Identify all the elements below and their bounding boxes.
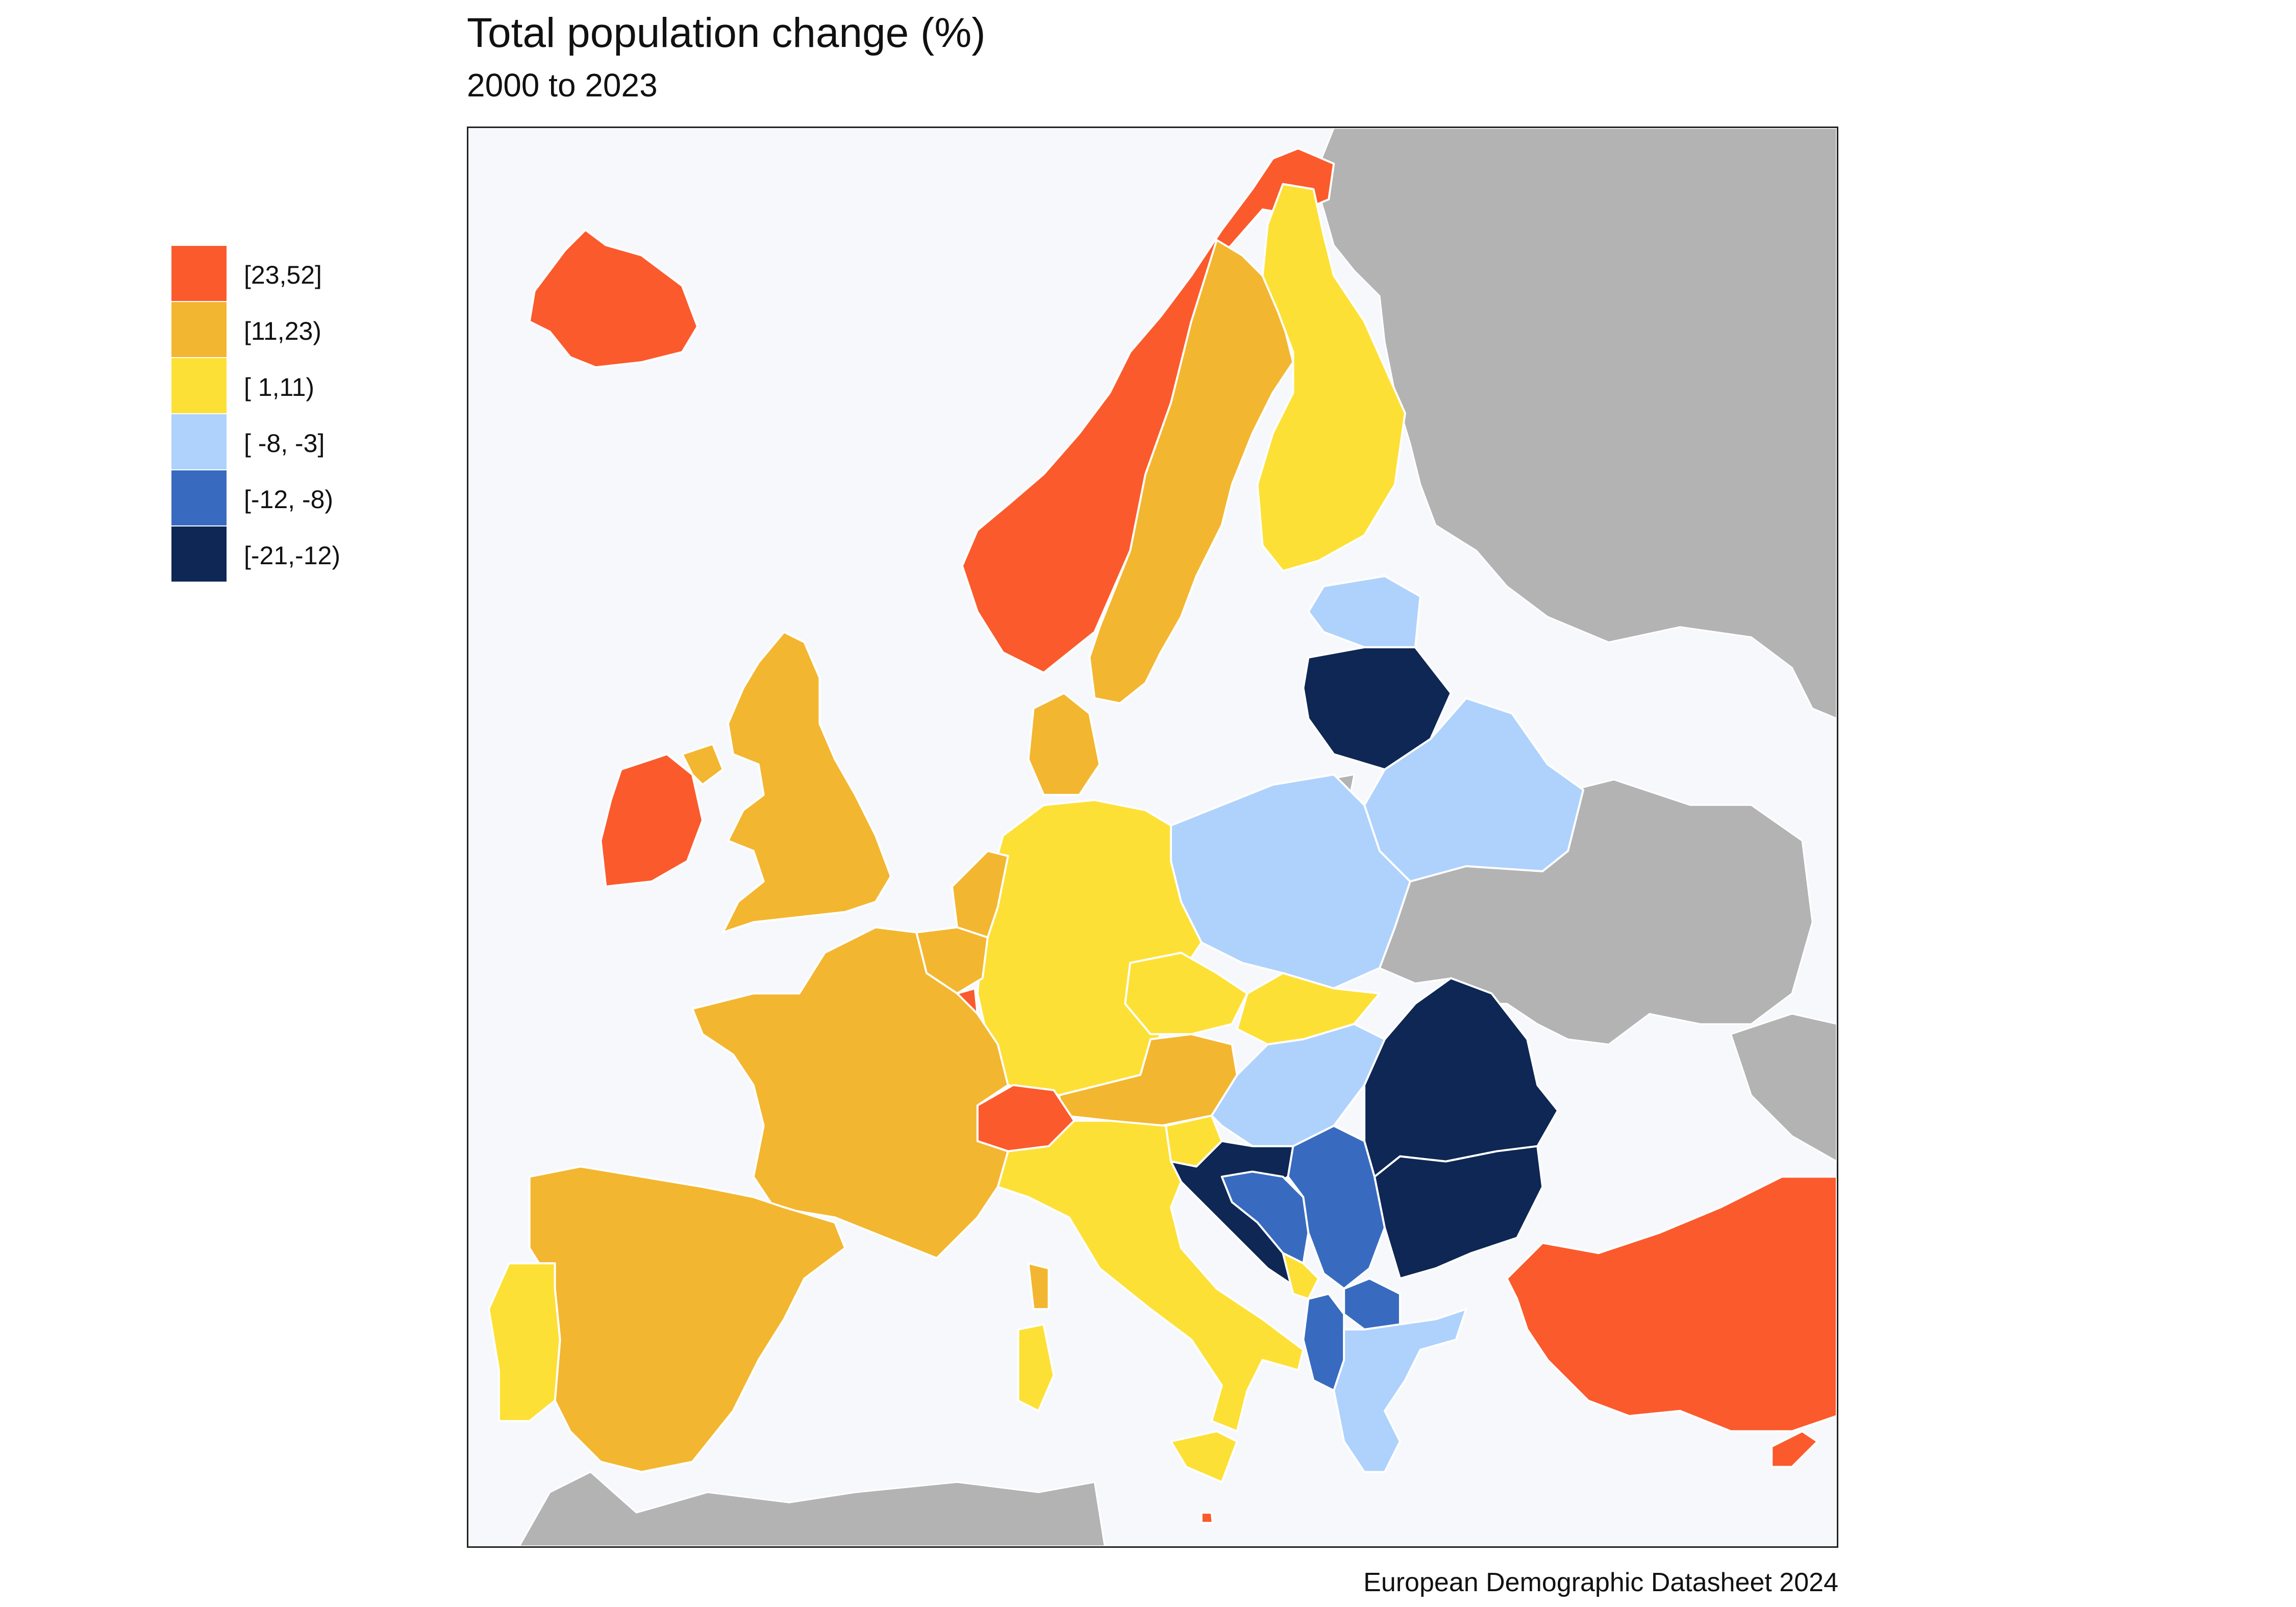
region-italy	[996, 1119, 1305, 1433]
legend-item: [ 1,11)	[171, 358, 437, 413]
region-hungary	[1210, 1023, 1386, 1147]
russia-region	[1312, 128, 1837, 720]
legend-swatch	[171, 302, 227, 357]
countries	[487, 147, 1837, 1524]
region-finland	[1256, 183, 1406, 572]
north-africa	[518, 1471, 1106, 1546]
region-sicily	[1169, 1430, 1238, 1484]
map-title: Total population change (%)	[467, 10, 986, 56]
caucasus-region	[1730, 1013, 1837, 1163]
legend-swatch	[171, 414, 227, 469]
region-montenegro	[1282, 1252, 1320, 1300]
map-panel	[467, 127, 1838, 1548]
region-iceland	[528, 229, 698, 368]
region-norway	[961, 147, 1335, 674]
legend-item: [11,23)	[171, 302, 437, 357]
legend-item: [23,52]	[171, 246, 437, 301]
map-subtitle: 2000 to 2023	[467, 67, 658, 104]
legend-swatch	[171, 246, 227, 301]
region-ireland	[600, 753, 704, 888]
legend-swatch	[171, 358, 227, 413]
region-northern-ireland	[681, 743, 724, 786]
legend-label: [ 1,11)	[244, 373, 315, 401]
region-denmark	[1027, 692, 1101, 796]
legend-item: [-12, -8)	[171, 470, 437, 525]
region-cyprus	[1770, 1430, 1819, 1468]
legend-swatch	[171, 470, 227, 525]
region-portugal	[487, 1262, 561, 1422]
region-sweden	[1088, 239, 1294, 705]
legend-item: [ -8, -3]	[171, 414, 437, 469]
legend-label: [-12, -8)	[244, 485, 334, 514]
region-france	[691, 926, 1009, 1260]
legend-label: [ -8, -3]	[244, 429, 325, 458]
region-serbia	[1287, 1124, 1386, 1290]
region-sardinia	[1017, 1323, 1055, 1412]
region-corsica	[1027, 1262, 1050, 1310]
region-united-kingdom	[721, 631, 892, 934]
region-bosnia	[1220, 1170, 1310, 1265]
region-turkey	[1506, 1175, 1837, 1433]
legend-label: [11,23)	[244, 317, 321, 345]
europe-map	[468, 128, 1837, 1546]
region-czechia	[1124, 951, 1249, 1036]
legend-label: [-21,-12)	[244, 541, 340, 570]
region-malta	[1200, 1512, 1214, 1524]
region-greece	[1333, 1308, 1467, 1473]
source-caption: European Demographic Datasheet 2024	[1363, 1568, 1838, 1597]
legend-item: [-21,-12)	[171, 526, 437, 582]
legend-swatch	[171, 526, 227, 582]
legend-label: [23,52]	[244, 261, 322, 289]
region-bulgaria	[1374, 1145, 1544, 1280]
